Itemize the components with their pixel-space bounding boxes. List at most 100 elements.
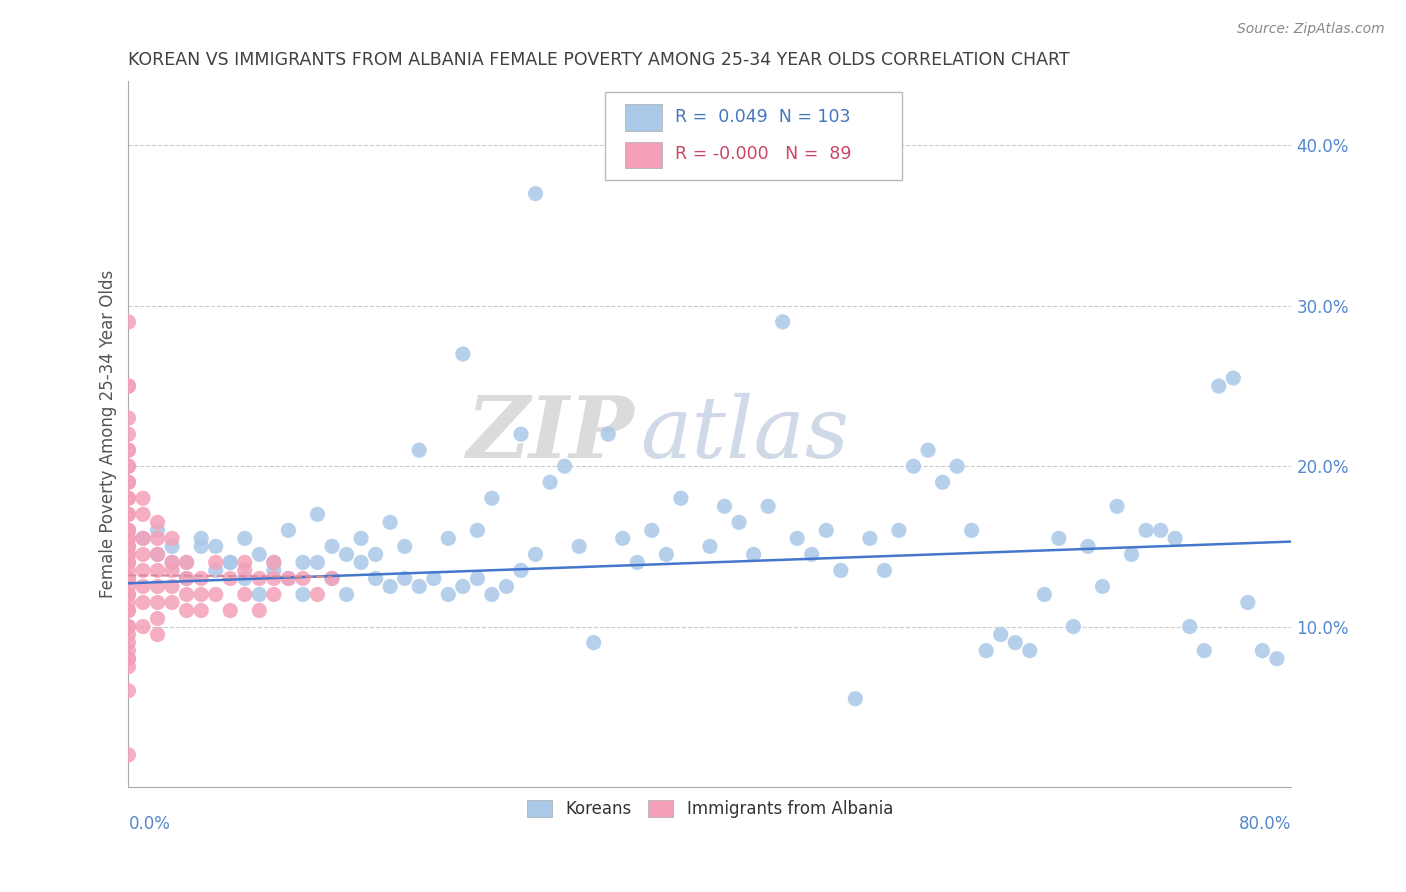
Point: [321, 571, 343, 585]
Point: [117, 524, 139, 538]
Point: [772, 315, 794, 329]
Point: [117, 747, 139, 762]
Point: [713, 500, 735, 514]
Point: [321, 571, 343, 585]
Point: [990, 627, 1012, 641]
Point: [321, 540, 343, 554]
Point: [641, 524, 664, 538]
Point: [132, 532, 155, 546]
Point: [117, 635, 139, 649]
Point: [219, 556, 242, 570]
Text: atlas: atlas: [640, 392, 849, 475]
Point: [815, 524, 838, 538]
Point: [1149, 524, 1171, 538]
Point: [160, 595, 183, 609]
Point: [728, 516, 751, 530]
Point: [568, 540, 591, 554]
Point: [117, 475, 139, 490]
Text: R = -0.000   N =  89: R = -0.000 N = 89: [675, 145, 852, 163]
Point: [1018, 643, 1040, 657]
Point: [887, 524, 910, 538]
Point: [117, 571, 139, 585]
Text: ZIP: ZIP: [467, 392, 634, 476]
Point: [117, 556, 139, 570]
Point: [263, 564, 285, 578]
Point: [160, 556, 183, 570]
Point: [1105, 500, 1128, 514]
Point: [176, 571, 198, 585]
Point: [117, 651, 139, 665]
Point: [132, 491, 155, 506]
Text: KOREAN VS IMMIGRANTS FROM ALBANIA FEMALE POVERTY AMONG 25-34 YEAR OLDS CORRELATI: KOREAN VS IMMIGRANTS FROM ALBANIA FEMALE…: [128, 51, 1070, 69]
Point: [960, 524, 983, 538]
Point: [146, 524, 169, 538]
Point: [1135, 524, 1157, 538]
Point: [626, 556, 648, 570]
Point: [160, 556, 183, 570]
Point: [117, 627, 139, 641]
Point: [160, 540, 183, 554]
Point: [117, 540, 139, 554]
Point: [467, 524, 489, 538]
Point: [117, 556, 139, 570]
Point: [437, 587, 460, 601]
Point: [190, 603, 212, 617]
Point: [117, 443, 139, 458]
Y-axis label: Female Poverty Among 25-34 Year Olds: Female Poverty Among 25-34 Year Olds: [100, 270, 117, 599]
Bar: [626, 142, 662, 169]
Point: [117, 603, 139, 617]
Point: [1265, 651, 1288, 665]
Point: [364, 571, 387, 585]
Point: [117, 540, 139, 554]
Point: [1091, 579, 1114, 593]
Point: [350, 556, 373, 570]
Point: [190, 532, 212, 546]
Point: [277, 524, 299, 538]
Point: [233, 564, 256, 578]
Point: [510, 427, 533, 442]
Point: [117, 532, 139, 546]
Point: [204, 587, 226, 601]
Point: [117, 508, 139, 522]
Point: [307, 508, 329, 522]
Point: [117, 443, 139, 458]
Point: [146, 516, 169, 530]
Point: [132, 508, 155, 522]
Point: [350, 532, 373, 546]
Point: [132, 548, 155, 562]
Point: [830, 564, 852, 578]
Point: [146, 564, 169, 578]
Point: [247, 587, 270, 601]
Point: [1062, 619, 1084, 633]
Point: [204, 556, 226, 570]
Point: [190, 571, 212, 585]
Point: [219, 603, 242, 617]
Point: [247, 603, 270, 617]
Point: [524, 186, 547, 201]
Point: [378, 516, 401, 530]
Point: [277, 571, 299, 585]
Point: [481, 491, 503, 506]
Point: [176, 603, 198, 617]
Point: [160, 532, 183, 546]
Point: [117, 548, 139, 562]
Point: [859, 532, 882, 546]
Point: [233, 587, 256, 601]
Point: [408, 443, 430, 458]
Point: [1164, 532, 1187, 546]
Point: [1077, 540, 1099, 554]
Point: [160, 579, 183, 593]
Point: [844, 691, 866, 706]
Point: [742, 548, 765, 562]
Point: [117, 459, 139, 474]
Point: [233, 556, 256, 570]
Point: [117, 571, 139, 585]
Point: [364, 548, 387, 562]
Bar: [626, 104, 662, 131]
Point: [117, 659, 139, 673]
Point: [219, 571, 242, 585]
Point: [117, 619, 139, 633]
Point: [669, 491, 692, 506]
Point: [1033, 587, 1056, 601]
Point: [146, 627, 169, 641]
